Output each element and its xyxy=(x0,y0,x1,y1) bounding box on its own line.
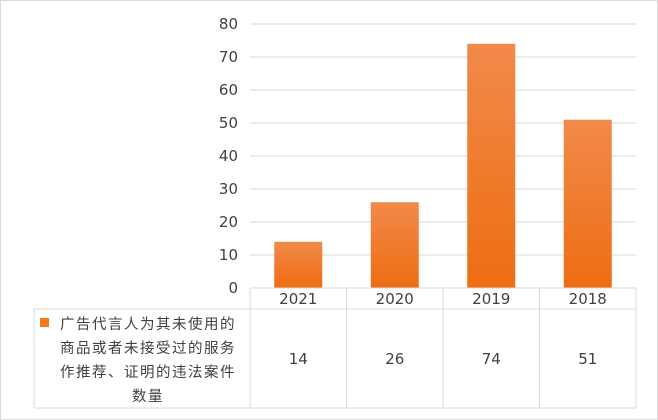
y-tick-label: 80 xyxy=(219,15,238,33)
x-category-label: 2019 xyxy=(472,290,510,308)
table-value-cell: 14 xyxy=(289,350,308,368)
y-tick-label: 70 xyxy=(219,48,238,66)
y-tick-label: 50 xyxy=(219,114,238,132)
table-value-cell: 74 xyxy=(482,350,501,368)
table-value-cell: 51 xyxy=(578,350,597,368)
y-tick-label: 30 xyxy=(219,180,238,198)
legend-series-label: 数量 xyxy=(132,388,164,405)
y-tick-label: 40 xyxy=(219,147,238,165)
x-category-label: 2018 xyxy=(569,290,607,308)
bar-2020 xyxy=(370,202,419,288)
legend-series-label: 广告代言人为其未使用的 xyxy=(60,316,236,333)
table-value-cell: 26 xyxy=(385,350,404,368)
legend-series-label: 商品或者未接受过的服务 xyxy=(60,340,236,357)
legend-series-label: 作推荐、证明的违法案件 xyxy=(60,363,236,381)
x-category-label: 2021 xyxy=(279,290,317,308)
bar-2019 xyxy=(467,43,516,288)
x-category-label: 2020 xyxy=(376,290,414,308)
y-tick-label: 60 xyxy=(219,81,238,99)
bar-2018 xyxy=(563,119,612,288)
y-tick-label: 20 xyxy=(219,213,238,231)
y-tick-label: 0 xyxy=(228,279,238,297)
legend-key-swatch xyxy=(40,318,49,327)
bar-2021 xyxy=(274,241,323,288)
y-tick-label: 10 xyxy=(219,246,238,264)
